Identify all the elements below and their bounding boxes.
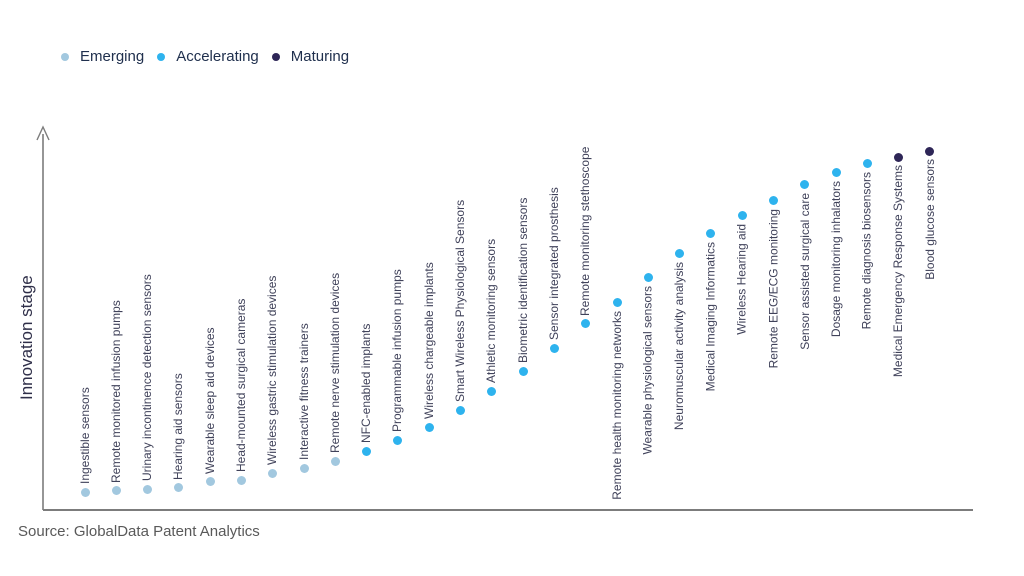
data-point-dot [549, 343, 559, 353]
data-point-label: NFC-enabled implants [359, 323, 374, 444]
data-point-dot [643, 273, 653, 283]
data-point-label: Biometric identification sensors [515, 197, 530, 364]
emerging-dot-icon [61, 52, 69, 61]
data-point-label: Wearable sleep aid devices [202, 327, 217, 474]
data-point-dot [456, 405, 466, 415]
data-point-dot [299, 463, 309, 473]
data-point-label: Remote nerve stimulation devices [327, 273, 342, 454]
data-point-label: Athletic monitoring sensors [484, 239, 499, 384]
data-point-label: Wireless chargeable implants [421, 262, 436, 420]
data-point-dot [581, 319, 591, 329]
source-caption: Source: GlobalData Patent Analytics [18, 523, 260, 540]
data-point-label: Medical Emergency Response Systems [891, 165, 906, 378]
data-point-dot [268, 468, 278, 478]
data-point-dot [925, 146, 935, 156]
data-point-dot [174, 483, 184, 493]
legend-label-maturing: Maturing [290, 48, 350, 65]
data-point-dot [236, 475, 246, 485]
data-point-label: Smart Wireless Physiological Sensors [453, 200, 468, 403]
data-point-label: Ingestible sensors [77, 387, 92, 485]
legend: Emerging Accelerating Maturing [61, 48, 349, 65]
accelerating-dot-icon [157, 52, 166, 61]
data-point-dot [205, 477, 215, 487]
data-point-dot [706, 229, 716, 239]
data-point-dot [330, 456, 340, 466]
data-point-label: Interactive fitness trainers [296, 323, 311, 461]
data-point-label: Remote diagnosis biosensors [859, 171, 874, 330]
data-point-dot [424, 422, 434, 432]
y-axis-arrow [36, 125, 50, 510]
legend-label-emerging: Emerging [80, 48, 145, 65]
data-point-dot [393, 435, 403, 445]
data-point-label: Urinary incontinence detection sensors [140, 274, 155, 482]
data-point-dot [612, 298, 622, 308]
data-point-dot [111, 486, 121, 496]
data-point-label: Blood glucose sensors [922, 159, 937, 280]
data-point-dot [518, 366, 528, 376]
data-point-label: Sensor assisted surgical care [797, 192, 812, 350]
data-point-label: Neuromuscular activity analysis [672, 261, 687, 430]
data-point-dot [143, 484, 153, 494]
data-point-label: Remote EEG/ECG monitoring [766, 208, 781, 369]
data-point-label: Wireless gastric stimulation devices [265, 275, 280, 466]
data-point-label: Remote monitored infusion pumps [108, 300, 123, 483]
data-point-label: Head-mounted surgical cameras [233, 298, 248, 473]
x-axis-line [43, 509, 973, 511]
legend-label-accelerating: Accelerating [176, 48, 259, 65]
data-point-label: Programmable infusion pumps [390, 269, 405, 433]
data-point-dot [894, 152, 904, 162]
data-point-dot [800, 180, 810, 190]
data-point-label: Wearable physiological sensors [640, 285, 655, 455]
data-point-label: Remote health monitoring networks [609, 310, 624, 500]
data-point-dot [862, 159, 872, 169]
legend-item-accelerating: Accelerating [157, 48, 259, 65]
data-point-dot [362, 446, 372, 456]
data-point-dot [487, 386, 497, 396]
data-point-label: Sensor integrated prosthesis [546, 187, 561, 341]
data-point-dot [769, 196, 778, 206]
data-point-dot [80, 487, 90, 497]
data-point-label: Medical Imaging Informatics [703, 241, 718, 392]
data-point-dot [737, 211, 747, 221]
maturing-dot-icon [271, 52, 280, 61]
data-point-dot [675, 249, 685, 259]
data-point-label: Remote monitoring stethoscope [578, 146, 593, 316]
data-point-dot [831, 168, 841, 178]
legend-item-emerging: Emerging [61, 48, 144, 65]
data-point-label: Hearing aid sensors [171, 373, 186, 480]
data-point-label: Dosage monitoring inhalators [828, 180, 843, 337]
legend-item-maturing: Maturing [271, 48, 350, 65]
data-point-label: Wireless Hearing aid [734, 223, 749, 335]
